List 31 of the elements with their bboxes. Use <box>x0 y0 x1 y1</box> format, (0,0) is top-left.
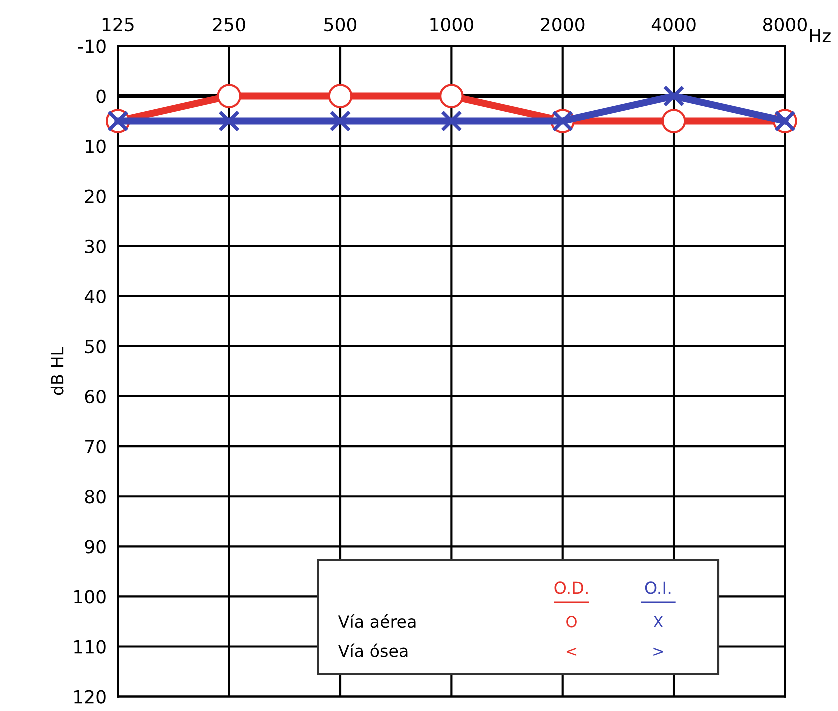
y-tick-label: 90 <box>85 540 106 554</box>
annotation: Vía aérea <box>338 614 416 628</box>
x-tick-label: 500 <box>324 18 357 32</box>
y-tick-label: 120 <box>74 690 106 704</box>
y-tick-label: 10 <box>86 140 106 154</box>
text: O.D. <box>554 582 588 594</box>
y-tick-label: 40 <box>84 290 106 304</box>
y-tick-label: 70 <box>86 440 106 454</box>
x-axis-title: Hz <box>810 29 831 42</box>
y-tick-label: 110 <box>74 640 106 654</box>
y-axis-title: dB HL <box>50 347 64 396</box>
annotation: X <box>654 616 664 628</box>
y-tick-label: 80 <box>85 490 106 504</box>
x-tick-label: 4000 <box>652 18 696 32</box>
y-tick-label: 0 <box>96 90 106 104</box>
annotation: O <box>566 616 577 628</box>
x-tick-label: 8000 <box>763 18 807 32</box>
x-tick-label: 250 <box>213 18 246 32</box>
y-tick-label: 20 <box>85 190 106 204</box>
y-tick-label: 100 <box>74 590 106 604</box>
y-tick-label: -10 <box>78 40 106 54</box>
y-tick-label: 60 <box>85 390 106 404</box>
x-tick-label: 2000 <box>541 18 585 32</box>
annotation: > <box>654 648 664 656</box>
y-tick-label: 50 <box>85 340 106 354</box>
x-tick-label: 1000 <box>430 18 474 32</box>
annotation: Vía ósea <box>338 644 408 658</box>
x-tick-label: 125 <box>102 18 134 32</box>
y-tick-label: 30 <box>85 240 106 254</box>
text: O.I. <box>645 582 671 594</box>
annotation: < <box>566 648 577 656</box>
